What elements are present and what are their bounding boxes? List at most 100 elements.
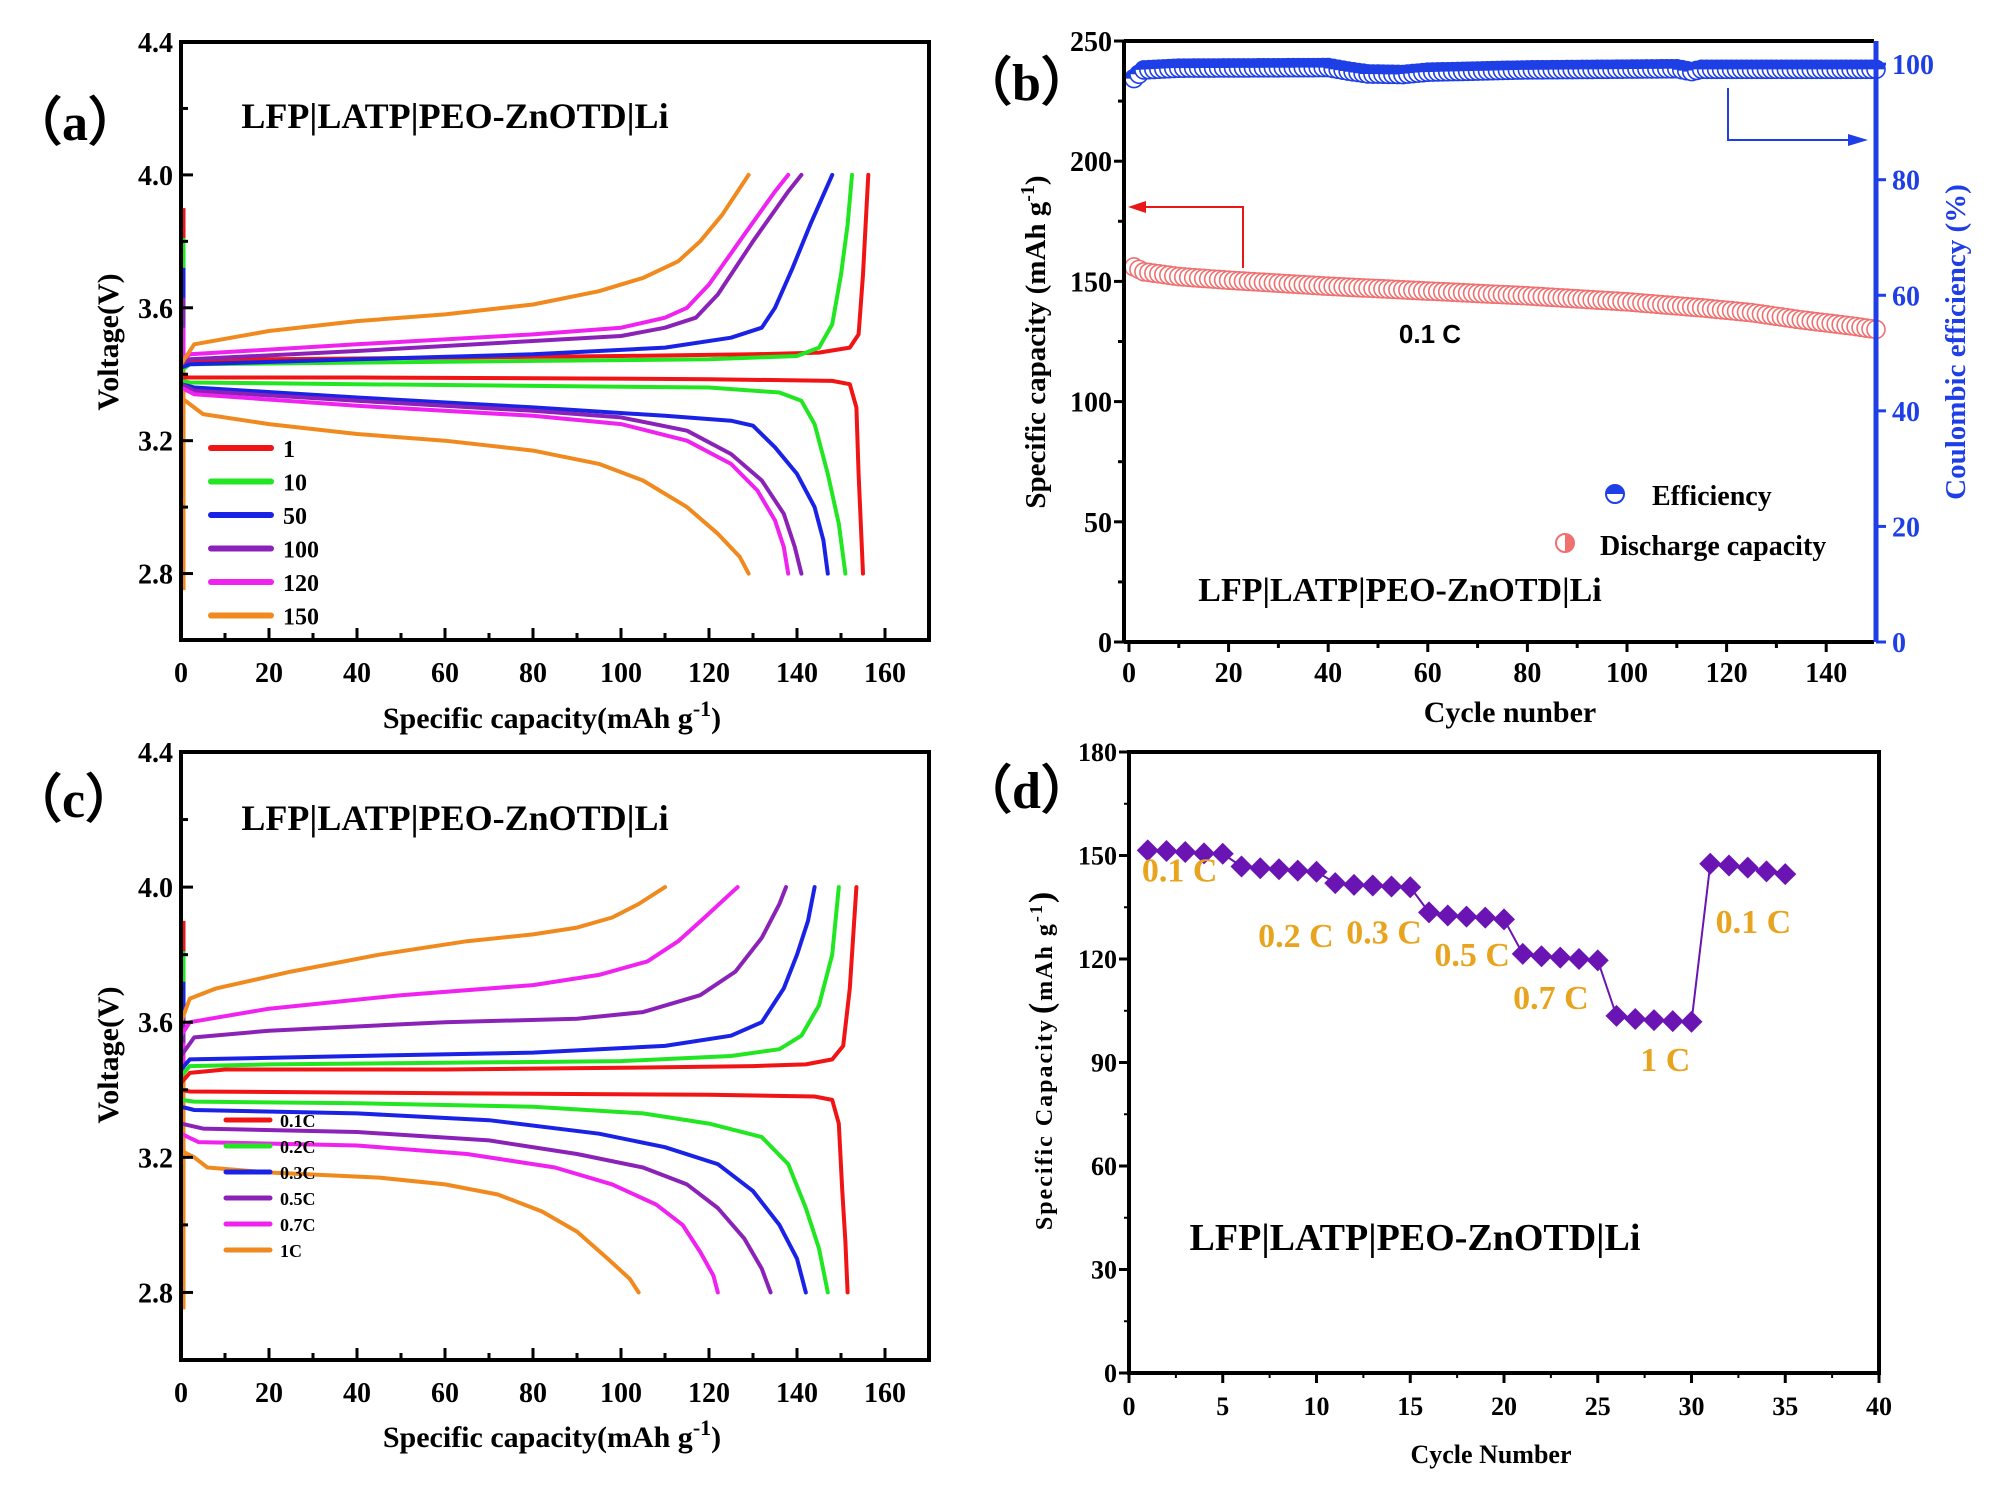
x-tick-label: 40 [1314, 658, 1342, 689]
charge-curve-0.1C [179, 885, 859, 1085]
discharge-curve-0.2C [179, 1097, 830, 1295]
cell-title-b: LFP|LATP|PEO-ZnOTD|Li [1198, 572, 1601, 609]
diamond-marker [1136, 839, 1159, 862]
diamond-marker [1155, 840, 1178, 863]
y-tick-label: 3.2 [138, 1143, 173, 1174]
x-tick-label: 100 [600, 1378, 642, 1409]
legend-item-discharge: Discharge capacity [1555, 531, 1826, 562]
discharge-curve-50 [179, 382, 830, 576]
panel-a: （a） 0 20 40 60 80 100 120 140 160 2.8 3.2 3.6 4.0 4.4… [10, 28, 931, 735]
x-tick-label: 0 [1123, 1392, 1136, 1421]
diamond-marker [1230, 855, 1253, 878]
legend-item: 120 [208, 571, 319, 597]
legend-label: 1 [283, 437, 295, 463]
panel-label-d: （d） [960, 762, 1093, 820]
rate-label: 0.5 C [1434, 937, 1510, 974]
x-tick-label: 60 [431, 1378, 459, 1409]
y-tick-label: 2.8 [138, 1278, 173, 1309]
y-left-tick-label: 150 [1070, 267, 1112, 298]
series-efficiency [1124, 57, 1886, 89]
y-label-paren-close: ) [1023, 890, 1060, 903]
y-label-paren-open: ( [1023, 1001, 1060, 1014]
legend-label-discharge: Discharge capacity [1600, 531, 1826, 562]
x-tick-label: 80 [1513, 658, 1541, 689]
discharge-curve-120 [179, 385, 791, 576]
x-tick-label: 15 [1397, 1392, 1423, 1421]
x-tick-label: 20 [1215, 658, 1243, 689]
x-tick-label: 120 [1706, 658, 1748, 689]
legend-label: 0.1C [280, 1111, 316, 1131]
x-axis-label-b: Cycle nunber [1424, 696, 1597, 729]
charge-curve-1 [179, 172, 871, 370]
discharge-curve-0.3C [179, 1104, 808, 1295]
charge-curve-0.5C [179, 885, 788, 1058]
legend-label: 50 [283, 504, 307, 530]
x-tick-label: 60 [431, 658, 459, 689]
legend-item: 0.5C [223, 1189, 316, 1209]
cell-title-c: LFP|LATP|PEO-ZnOTD|Li [241, 798, 668, 838]
x-tick-label: 0 [174, 658, 188, 689]
y-tick-label: 3.6 [138, 1008, 173, 1039]
legend-label: 100 [283, 538, 319, 564]
y-tick-label: 3.6 [138, 294, 173, 325]
y-tick-label: 0 [1104, 1359, 1117, 1388]
x-axis-label-sup: -1 [693, 696, 711, 721]
diamond-marker [1624, 1008, 1647, 1031]
diamond-marker [1699, 852, 1722, 875]
x-tick-label: 40 [343, 1378, 371, 1409]
y-label-unit-sup: -1 [1026, 903, 1046, 922]
x-axis-label-tail: ) [711, 702, 721, 735]
diamond-marker [1268, 858, 1290, 881]
y-axis-label-c: Voltage(V) [92, 986, 125, 1123]
x-axis-label-sup: -1 [693, 1415, 711, 1440]
diamond-marker [1568, 948, 1590, 970]
diamond-marker [1474, 906, 1497, 929]
diamond-marker [1380, 875, 1403, 898]
x-tick-label: 140 [776, 658, 818, 689]
y-tick-label: 180 [1078, 738, 1117, 767]
charge-curve-150 [179, 172, 751, 367]
x-axis-label-main: Specific capacity(mAh g [383, 702, 693, 735]
panel-c: （c） 0 20 40 60 80 100 120 140 160 2.8 3.2 3.6 4.0 4.4… [10, 738, 931, 1454]
legend-item: 50 [208, 504, 307, 530]
discharge-curve-150 [179, 395, 751, 576]
diamond-marker [1399, 876, 1422, 899]
charge-curve-0.7C [179, 885, 740, 1038]
x-tick-label: 160 [864, 1378, 906, 1409]
legend-item: 150 [208, 605, 319, 631]
diamond-marker [1249, 857, 1272, 880]
legend-item: 1C [223, 1241, 302, 1261]
rate-annotation-b: 0.1 C [1399, 319, 1461, 349]
x-tick-label: 100 [600, 658, 642, 689]
y-right-tick-label: 60 [1892, 281, 1920, 312]
diamond-marker [1343, 873, 1365, 896]
y-tick-label: 150 [1078, 842, 1117, 871]
rate-label: 0.1 C [1716, 904, 1792, 941]
diamond-marker [1736, 856, 1759, 879]
rate-label: 0.1 C [1142, 852, 1218, 889]
diamond-marker [1586, 949, 1609, 972]
x-axis-label-main: Specific capacity(mAh g [383, 1421, 693, 1454]
y-axis-label-a: Voltage(V) [92, 273, 125, 410]
diamond-marker [1680, 1010, 1703, 1033]
charge-curve-120 [179, 172, 791, 363]
cell-title-d: LFP|LATP|PEO-ZnOTD|Li [1190, 1217, 1641, 1259]
y-right-tick-label: 0 [1892, 628, 1906, 659]
x-tick-label: 5 [1216, 1392, 1229, 1421]
panel-b: （b） 0 20 40 60 80 100 120 140 0 50 100 150 200 250 0 20… [960, 27, 1972, 729]
x-tick-label: 10 [1304, 1392, 1330, 1421]
y-left-tick-label: 100 [1070, 388, 1112, 419]
discharge-curve-10 [179, 378, 848, 576]
x-tick-label: 20 [255, 658, 283, 689]
diamond-marker [1193, 842, 1215, 865]
x-tick-label: 25 [1585, 1392, 1611, 1421]
diamond-marker [1493, 908, 1515, 931]
diamond-marker [1361, 874, 1384, 897]
x-tick-label: 35 [1772, 1392, 1798, 1421]
diamond-marker [1718, 854, 1740, 877]
diamond-marker [1324, 872, 1347, 895]
diamond-marker [1774, 863, 1797, 886]
y-tick-label: 120 [1078, 945, 1117, 974]
y-left-label-main: Specific capacity (mAh g [1020, 201, 1052, 508]
legend-item: 0.3C [223, 1163, 316, 1183]
